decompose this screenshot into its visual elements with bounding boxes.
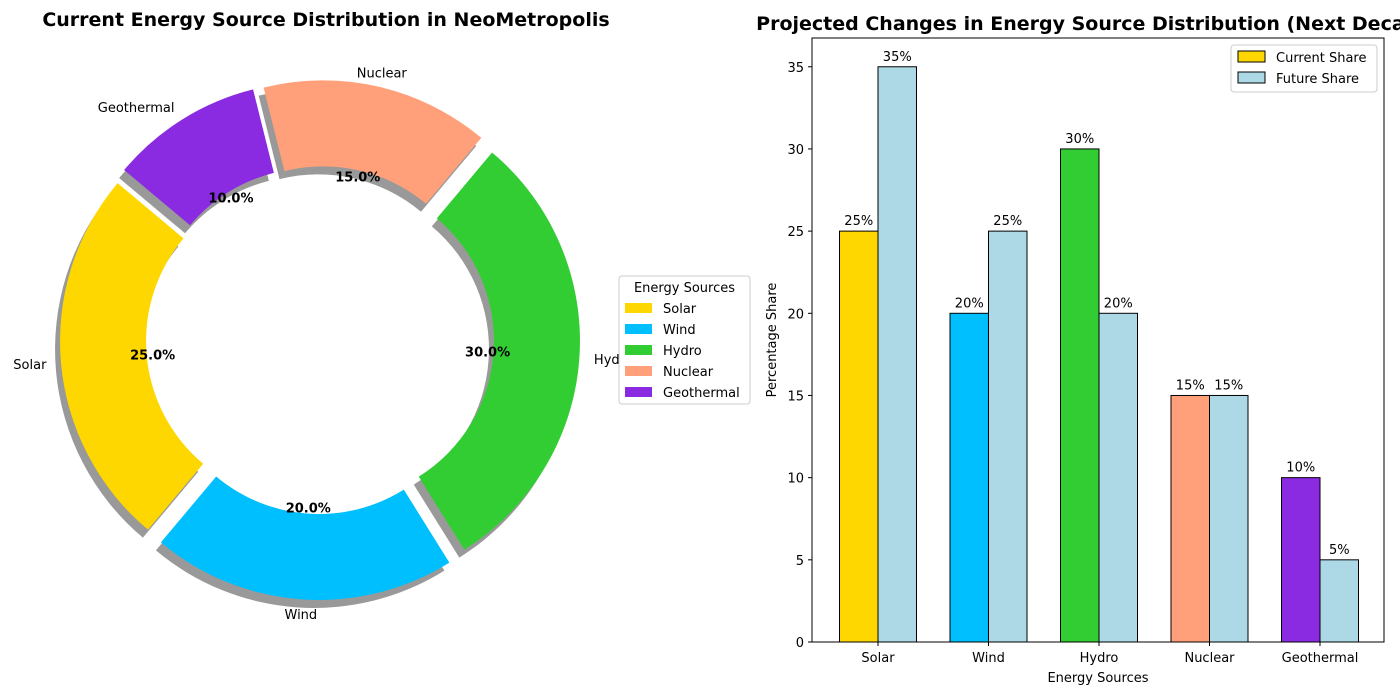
bar-legend-swatch-current-share bbox=[1237, 50, 1266, 63]
pie-legend-swatch-hydro bbox=[625, 345, 652, 355]
pie-labels: Solar25.0%Wind20.0%Hydro30.0%Nuclear15.0… bbox=[13, 66, 632, 622]
pie-pct-nuclear: 15.0% bbox=[335, 170, 380, 185]
pie-legend-label-solar: Solar bbox=[663, 302, 697, 317]
bar-bars: 25% 20% 30% 15% 10% 35% 25% 20% 15% 5% bbox=[839, 50, 1359, 643]
bar-value-current-share-solar: 25% bbox=[844, 214, 873, 229]
bar-value-current-share-hydro: 30% bbox=[1065, 132, 1094, 147]
bar-y-tick-5: 5 bbox=[796, 554, 804, 569]
bar-y-tick-15: 15 bbox=[787, 389, 804, 404]
bar-current-share-nuclear bbox=[1170, 394, 1210, 643]
pie-slice-solar bbox=[60, 183, 204, 530]
bar-future-share-hydro bbox=[1098, 312, 1138, 643]
bar-value-current-share-wind: 20% bbox=[955, 296, 984, 311]
bar-x-axis-label: Energy Sources bbox=[1047, 671, 1148, 686]
bar-value-future-share-wind: 25% bbox=[993, 214, 1022, 229]
pie-label-nuclear: Nuclear bbox=[357, 66, 408, 81]
pie-legend-swatch-wind bbox=[625, 324, 652, 334]
bar-value-current-share-nuclear: 15% bbox=[1176, 378, 1205, 393]
bar-legend-frame bbox=[1230, 44, 1378, 93]
pie-label-wind: Wind bbox=[285, 608, 318, 623]
bar-y-tick-20: 20 bbox=[787, 307, 804, 322]
pie-pct-hydro: 30.0% bbox=[465, 346, 510, 361]
bar-future-share-geothermal bbox=[1319, 559, 1359, 643]
bar-current-share-geothermal bbox=[1281, 477, 1321, 643]
bar-y-tick-25: 25 bbox=[787, 225, 804, 240]
pie-pct-solar: 25.0% bbox=[130, 349, 175, 364]
pie-legend-swatch-nuclear bbox=[625, 366, 652, 376]
pie-label-geothermal: Geothermal bbox=[98, 101, 175, 116]
pie-legend: Energy Sources Solar Wind Hydro Nuclear Geot… bbox=[618, 275, 751, 405]
bar-plot-frame bbox=[811, 37, 1385, 643]
pie-legend-label-hydro: Hydro bbox=[663, 344, 702, 359]
pie-slice-geothermal bbox=[124, 89, 274, 226]
pie-slice-wind bbox=[160, 476, 450, 600]
bar-y-tick-30: 30 bbox=[787, 143, 804, 158]
bar-y-tick-35: 35 bbox=[787, 61, 804, 76]
bar-current-share-solar bbox=[839, 230, 879, 643]
pie-slice-nuclear bbox=[263, 80, 482, 204]
pie-legend-label-geothermal: Geothermal bbox=[663, 386, 740, 401]
bar-value-future-share-geothermal: 5% bbox=[1329, 543, 1350, 558]
bar-legend-label-future-share: Future Share bbox=[1276, 72, 1359, 87]
bar-legend-label-current-share: Current Share bbox=[1276, 51, 1366, 66]
bar-value-future-share-nuclear: 15% bbox=[1214, 378, 1243, 393]
bar-value-current-share-geothermal: 10% bbox=[1286, 461, 1315, 476]
pie-label-solar: Solar bbox=[13, 358, 47, 373]
bar-x-tick-hydro: Hydro bbox=[1080, 651, 1119, 666]
bar-x-tick-geothermal: Geothermal bbox=[1282, 651, 1359, 666]
pie-slice-hydro bbox=[418, 152, 580, 550]
pie-pct-geothermal: 10.0% bbox=[208, 192, 253, 207]
bar-x-tick-solar: Solar bbox=[861, 651, 895, 666]
bar-y-tick-10: 10 bbox=[787, 472, 804, 487]
bar-legend-swatch-future-share bbox=[1237, 71, 1266, 84]
pie-legend-swatch-geothermal bbox=[625, 387, 652, 397]
bar-future-share-solar bbox=[877, 66, 917, 643]
pie-chart-title: Current Energy Source Distribution in Ne… bbox=[42, 9, 609, 31]
bar-legend: Current Share Future Share bbox=[1230, 44, 1378, 93]
pie-pct-wind: 20.0% bbox=[286, 502, 331, 517]
pie-legend-swatch-solar bbox=[625, 303, 652, 313]
bar-y-ticks: 0 5 10 15 20 25 30 35 bbox=[787, 61, 812, 651]
bar-x-tick-wind: Wind bbox=[972, 651, 1005, 666]
pie-legend-label-nuclear: Nuclear bbox=[663, 365, 714, 380]
bar-value-future-share-hydro: 20% bbox=[1104, 296, 1133, 311]
bar-x-tick-nuclear: Nuclear bbox=[1184, 651, 1235, 666]
bar-future-share-wind bbox=[988, 230, 1028, 643]
bar-value-future-share-solar: 35% bbox=[883, 50, 912, 65]
pie-wedges bbox=[60, 80, 580, 600]
pie-legend-label-wind: Wind bbox=[663, 323, 696, 338]
bar-x-ticks: Solar Wind Hydro Nuclear Geothermal bbox=[861, 642, 1358, 666]
bar-y-axis-label: Percentage Share bbox=[765, 283, 780, 398]
bar-future-share-nuclear bbox=[1209, 394, 1249, 643]
pie-legend-title: Energy Sources bbox=[634, 281, 735, 296]
bar-chart-title: Projected Changes in Energy Source Distr… bbox=[756, 13, 1400, 35]
bar-current-share-hydro bbox=[1060, 148, 1100, 643]
bar-y-tick-0: 0 bbox=[796, 636, 804, 651]
bar-current-share-wind bbox=[949, 312, 989, 643]
